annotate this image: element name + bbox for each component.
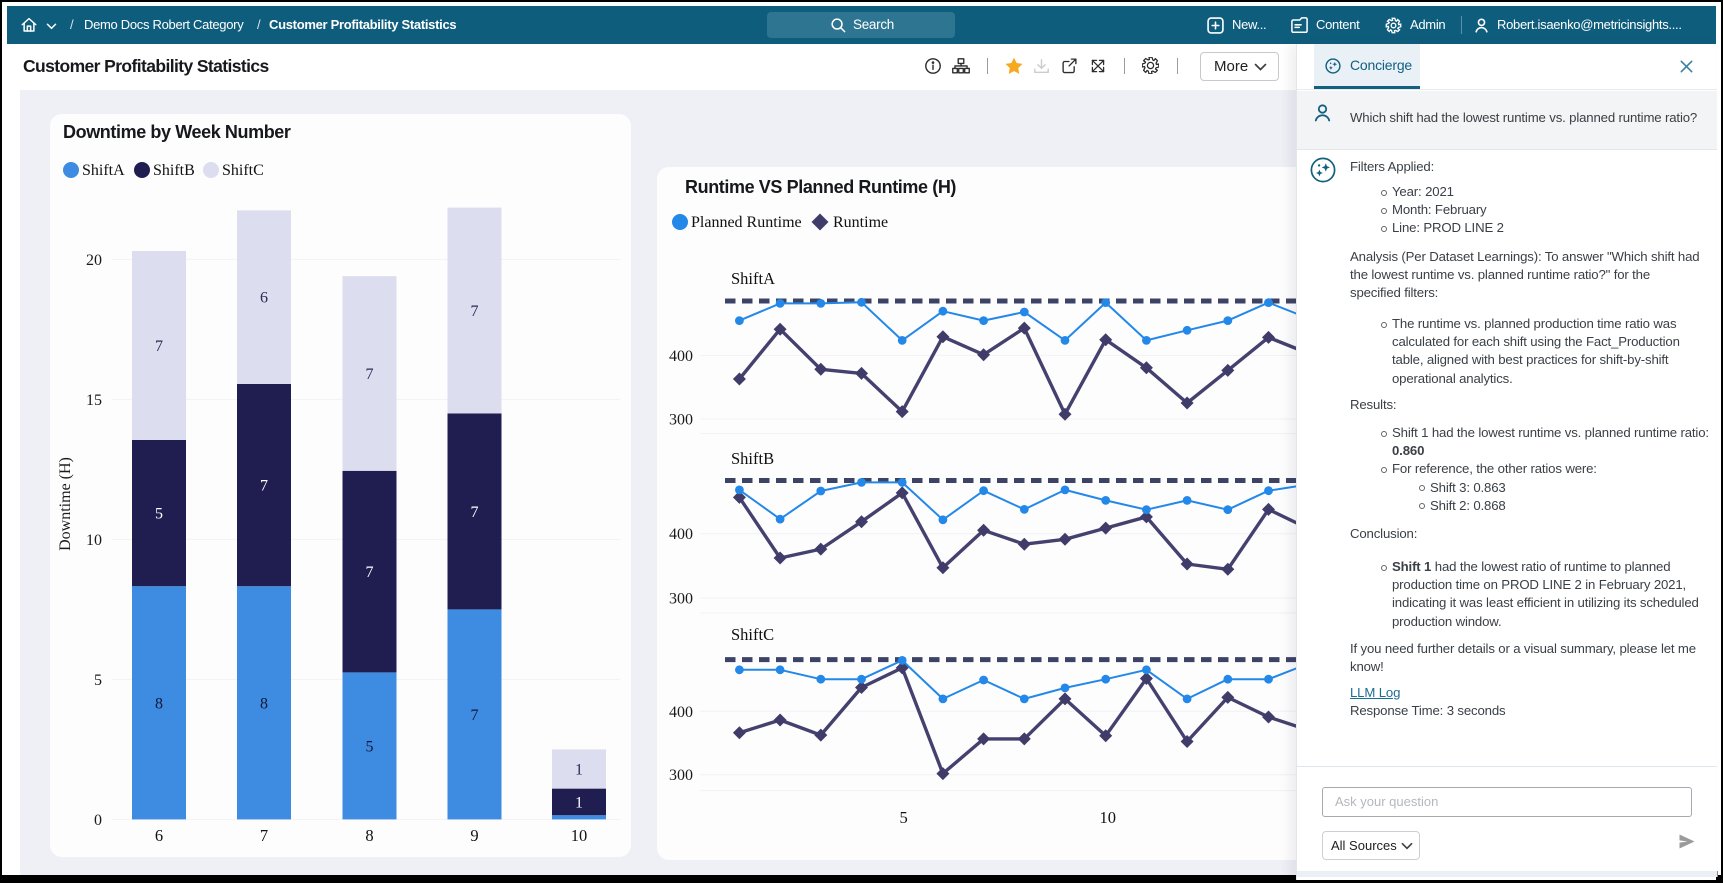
svg-text:20: 20: [86, 252, 102, 269]
svg-text:7: 7: [260, 826, 268, 845]
svg-text:5: 5: [899, 808, 907, 827]
svg-text:300: 300: [669, 767, 693, 784]
svg-text:1: 1: [575, 794, 583, 811]
svg-text:10: 10: [571, 826, 588, 845]
svg-text:9: 9: [470, 826, 478, 845]
svg-text:1: 1: [575, 762, 583, 779]
svg-text:400: 400: [669, 348, 693, 365]
svg-text:7: 7: [155, 338, 163, 355]
svg-text:10: 10: [1099, 808, 1116, 827]
svg-text:7: 7: [260, 478, 268, 495]
svg-text:300: 300: [669, 412, 693, 429]
svg-text:ShiftA: ShiftA: [731, 269, 775, 288]
svg-text:8: 8: [260, 695, 268, 712]
svg-text:6: 6: [260, 290, 268, 307]
svg-text:300: 300: [669, 591, 693, 608]
svg-text:5: 5: [155, 506, 163, 523]
svg-text:ShiftC: ShiftC: [731, 625, 774, 644]
svg-text:7: 7: [471, 504, 479, 521]
svg-text:7: 7: [366, 366, 374, 383]
svg-text:6: 6: [155, 826, 163, 845]
svg-text:15: 15: [86, 392, 102, 409]
svg-text:Downtime (H): Downtime (H): [57, 457, 74, 551]
svg-text:400: 400: [669, 704, 693, 721]
svg-text:7: 7: [366, 564, 374, 581]
svg-text:8: 8: [155, 695, 163, 712]
svg-text:400: 400: [669, 526, 693, 543]
svg-text:ShiftB: ShiftB: [731, 449, 774, 468]
svg-text:8: 8: [365, 826, 373, 845]
svg-text:5: 5: [94, 672, 102, 689]
svg-text:10: 10: [86, 532, 102, 549]
svg-text:0: 0: [94, 812, 102, 829]
svg-text:7: 7: [471, 707, 479, 724]
svg-text:5: 5: [366, 738, 374, 755]
svg-text:7: 7: [471, 303, 479, 320]
